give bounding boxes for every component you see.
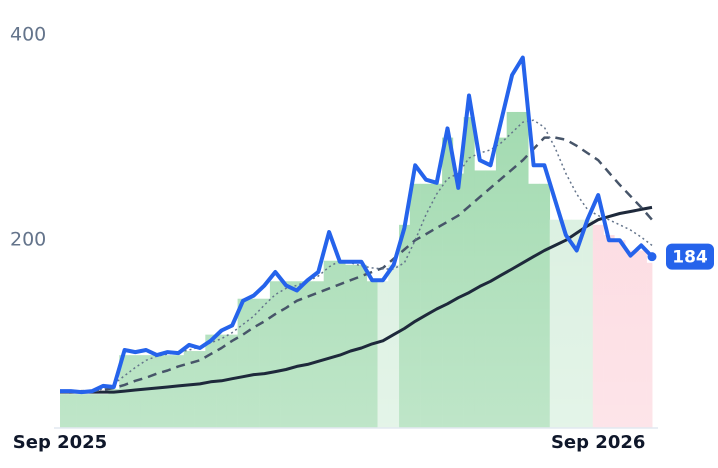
end-label: 184 [672,248,708,268]
series-line [60,205,653,394]
end-dot [647,252,657,262]
x-tick-label: Sep 2025 [13,432,107,453]
series-line [60,136,653,394]
y-tick-label: 400 [10,24,46,46]
y-tick-label: 200 [10,229,46,251]
x-tick-label: Sep 2026 [551,432,645,453]
series-line [60,55,654,395]
end-label-box [666,243,714,270]
fade [60,35,652,428]
